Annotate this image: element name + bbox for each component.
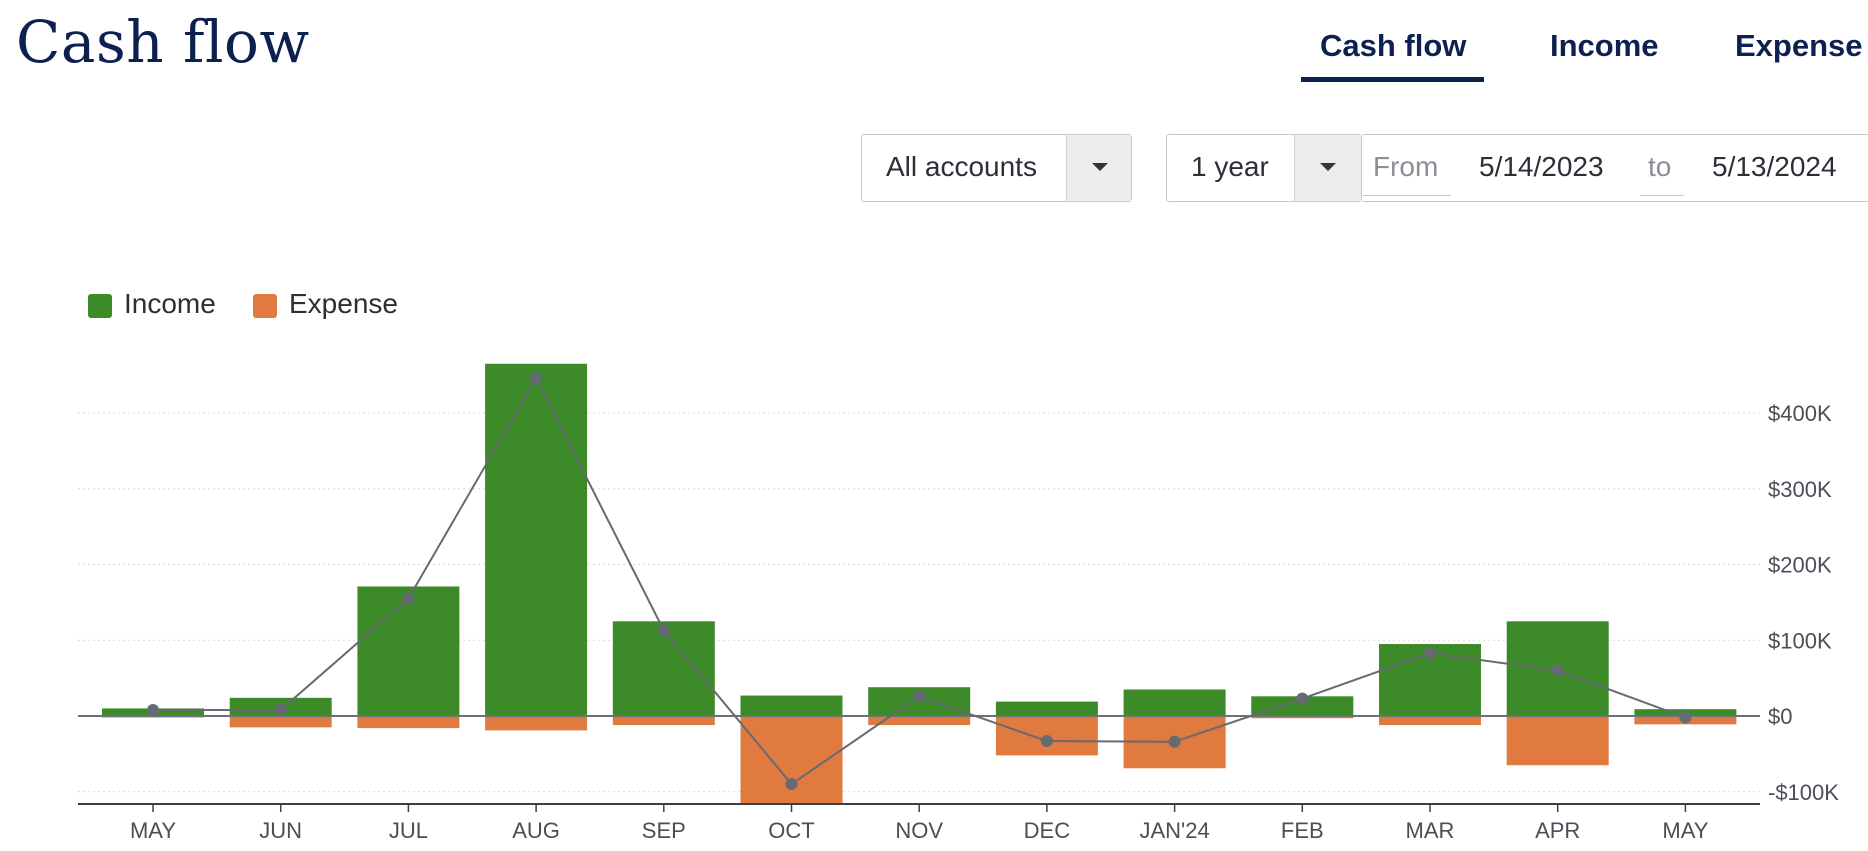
- to-label: to: [1648, 151, 1672, 182]
- view-tabs: Cash flow Income Expense: [1300, 28, 1868, 84]
- net-point: [1679, 711, 1692, 724]
- active-tab-indicator: [1301, 77, 1484, 82]
- from-label: From: [1373, 151, 1439, 182]
- y-tick-label: -$100K: [1768, 780, 1839, 805]
- x-tick-label: MAR: [1406, 818, 1455, 843]
- cash-flow-chart: -$100K $0 $100K $200K $300K $400K MAY JUN JUL AUG…: [78, 363, 1839, 843]
- net-point: [402, 592, 415, 605]
- expense-bar: [357, 716, 460, 729]
- net-point: [530, 372, 543, 385]
- y-tick-label: $0: [1768, 704, 1792, 729]
- x-tick-label: APR: [1535, 818, 1580, 843]
- expense-bar: [868, 716, 971, 726]
- net-point: [1551, 664, 1564, 677]
- x-tick-label: MAY: [130, 818, 176, 843]
- x-tick-label: JAN'24: [1139, 818, 1209, 843]
- income-bar: [1123, 689, 1226, 716]
- net-point: [657, 624, 670, 637]
- net-point: [1424, 647, 1436, 660]
- y-tick-label: $200K: [1768, 553, 1832, 578]
- legend-label-expense: Expense: [289, 288, 398, 319]
- expense-bar: [1379, 716, 1481, 726]
- x-tick-label: JUN: [259, 818, 302, 843]
- income-bar: [995, 701, 1098, 716]
- net-point: [1296, 692, 1309, 705]
- net-point: [913, 690, 926, 703]
- net-point: [1168, 735, 1181, 748]
- x-tick-label: MAY: [1662, 818, 1708, 843]
- income-bar: [612, 621, 715, 716]
- tab-expense[interactable]: Expense: [1735, 28, 1863, 63]
- chevron-down-icon: [1092, 163, 1108, 171]
- net-point: [1040, 734, 1053, 747]
- expense-bar: [1251, 716, 1354, 719]
- income-bar: [740, 695, 843, 716]
- x-tick-label: NOV: [895, 818, 943, 843]
- x-tick-label: FEB: [1281, 818, 1324, 843]
- tab-income[interactable]: Income: [1550, 28, 1659, 63]
- expense-bar: [612, 716, 715, 726]
- x-tick-label: AUG: [512, 818, 560, 843]
- to-date-input[interactable]: 5/13/2024: [1712, 151, 1837, 182]
- accounts-select[interactable]: All accounts: [861, 134, 1132, 202]
- y-tick-label: $100K: [1768, 628, 1832, 653]
- x-tick-label: JUL: [389, 818, 428, 843]
- date-range: From 5/14/2023 to 5/13/2024: [1363, 134, 1868, 202]
- legend-swatch-expense: [253, 294, 277, 318]
- range-dropdown-button[interactable]: [1294, 135, 1361, 201]
- net-point: [785, 778, 798, 791]
- expense-bar: [1506, 716, 1609, 766]
- range-select-value: 1 year: [1191, 151, 1269, 182]
- net-point: [147, 703, 159, 716]
- chevron-down-icon: [1320, 163, 1336, 171]
- expense-bar: [229, 716, 332, 728]
- range-select[interactable]: 1 year: [1166, 134, 1362, 202]
- from-date-input[interactable]: 5/14/2023: [1479, 151, 1604, 182]
- x-tick-label: DEC: [1024, 818, 1071, 843]
- x-tick-label: OCT: [768, 818, 814, 843]
- to-label-underline: [1640, 195, 1684, 196]
- legend-swatch-income: [88, 294, 112, 318]
- y-tick-label: $300K: [1768, 477, 1832, 502]
- from-label-underline: [1363, 195, 1451, 196]
- income-bar: [1251, 696, 1354, 716]
- net-point: [274, 703, 287, 716]
- legend-label-income: Income: [124, 288, 216, 319]
- tab-cash-flow[interactable]: Cash flow: [1320, 28, 1467, 63]
- page-title: Cash flow: [16, 8, 310, 76]
- x-tick-label: SEP: [642, 818, 686, 843]
- y-tick-label: $400K: [1768, 401, 1832, 426]
- expense-bar: [485, 716, 588, 731]
- accounts-select-value: All accounts: [886, 151, 1037, 182]
- income-bar: [357, 586, 460, 716]
- accounts-dropdown-button[interactable]: [1066, 135, 1131, 201]
- income-bar: [485, 363, 588, 716]
